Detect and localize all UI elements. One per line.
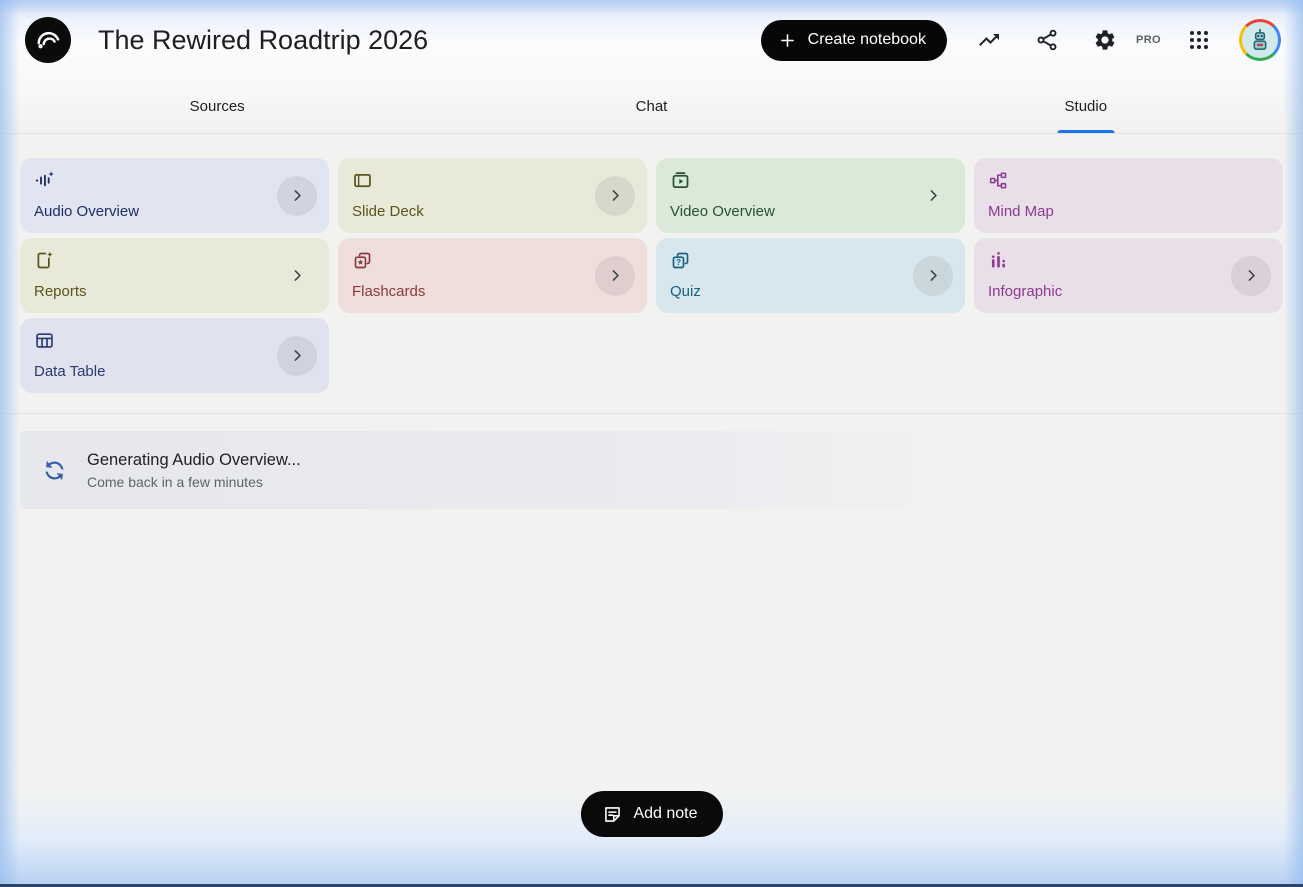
open-flashcards-button[interactable] bbox=[595, 255, 635, 296]
tab-sources[interactable]: Sources bbox=[189, 98, 245, 115]
tab-studio[interactable]: Studio bbox=[869, 80, 1303, 133]
app-header: The Rewired Roadtrip 2026 Create noteboo… bbox=[0, 0, 1303, 80]
studio-card-label: Data Table bbox=[34, 363, 106, 380]
chevron-right-icon bbox=[930, 270, 937, 281]
add-note-label: Add note bbox=[633, 805, 698, 822]
plus-icon bbox=[780, 33, 794, 47]
studio-card-mind-map[interactable]: Mind Map bbox=[974, 158, 1283, 233]
studio-card-label: Audio Overview bbox=[34, 203, 140, 220]
tab-chat[interactable]: Chat bbox=[635, 98, 668, 115]
chevron-right-icon bbox=[294, 270, 301, 281]
share-icon bbox=[1037, 29, 1057, 51]
slide-frame-icon bbox=[352, 170, 373, 191]
analytics-button[interactable] bbox=[967, 18, 1011, 62]
chevron-right-icon bbox=[1248, 270, 1255, 281]
active-tab-underline bbox=[1057, 130, 1115, 133]
studio-card-slide-deck[interactable]: Slide Deck bbox=[338, 158, 647, 233]
report-sparkle-icon bbox=[34, 250, 55, 271]
apps-grid-button[interactable] bbox=[1177, 18, 1221, 62]
mind-map-icon bbox=[988, 170, 1009, 191]
studio-card-label: Quiz bbox=[670, 283, 701, 300]
robot-avatar-image bbox=[1242, 22, 1278, 58]
apps-grid-icon bbox=[1190, 31, 1208, 49]
studio-card-label: Reports bbox=[34, 283, 87, 300]
chevron-right-icon bbox=[612, 270, 619, 281]
studio-card-audio-overview[interactable]: Audio Overview bbox=[20, 158, 329, 233]
open-slide-deck-button[interactable] bbox=[595, 175, 635, 216]
add-note-button[interactable]: Add note bbox=[580, 791, 723, 837]
notebook-title[interactable]: The Rewired Roadtrip 2026 bbox=[98, 24, 429, 55]
pro-badge: PRO bbox=[1135, 34, 1161, 46]
open-quiz-button[interactable] bbox=[913, 255, 953, 296]
account-avatar[interactable] bbox=[1239, 19, 1281, 61]
quiz-cards-icon: ? bbox=[670, 250, 691, 271]
chevron-right-icon bbox=[930, 190, 937, 201]
studio-card-video-overview[interactable]: Video Overview bbox=[656, 158, 965, 233]
create-notebook-button[interactable]: Create notebook bbox=[760, 19, 947, 61]
generating-subtitle: Come back in a few minutes bbox=[87, 473, 263, 490]
svg-text:?: ? bbox=[676, 257, 681, 267]
sync-icon bbox=[41, 457, 68, 484]
studio-card-label: Video Overview bbox=[670, 203, 775, 220]
chevron-right-icon bbox=[612, 190, 619, 201]
create-notebook-label: Create notebook bbox=[807, 31, 926, 48]
studio-card-flashcards[interactable]: Flashcards bbox=[338, 238, 647, 313]
studio-card-quiz[interactable]: ? Quiz bbox=[656, 238, 965, 313]
flashcards-star-icon bbox=[352, 250, 373, 271]
infographic-bars-icon bbox=[988, 250, 1009, 271]
studio-card-label: Flashcards bbox=[352, 283, 426, 300]
audio-waveform-sparkle-icon bbox=[34, 170, 55, 191]
open-reports-button[interactable] bbox=[277, 256, 317, 296]
note-icon bbox=[604, 806, 620, 822]
section-divider bbox=[0, 413, 1303, 414]
settings-button[interactable] bbox=[1083, 18, 1127, 62]
notebooklm-logo[interactable] bbox=[25, 17, 71, 63]
generating-status-text: Generating Audio Overview... Come back i… bbox=[87, 451, 301, 490]
header-actions: Create notebook PRO bbox=[760, 18, 1281, 62]
open-audio-overview-button[interactable] bbox=[277, 175, 317, 216]
studio-card-label: Infographic bbox=[988, 283, 1063, 300]
studio-card-label: Mind Map bbox=[988, 203, 1054, 220]
studio-panel: Audio Overview Slide Deck bbox=[0, 135, 1303, 887]
chevron-right-icon bbox=[294, 350, 301, 361]
studio-cards-grid: Audio Overview Slide Deck bbox=[20, 158, 1283, 393]
studio-card-reports[interactable]: Reports bbox=[20, 238, 329, 313]
generating-status-banner: Generating Audio Overview... Come back i… bbox=[20, 431, 1025, 509]
data-table-icon bbox=[34, 330, 55, 351]
generating-title: Generating Audio Overview... bbox=[87, 450, 301, 469]
tab-bar: Sources Chat Studio bbox=[0, 80, 1303, 134]
share-button[interactable] bbox=[1025, 18, 1069, 62]
open-video-overview-button[interactable] bbox=[913, 176, 953, 216]
studio-card-label: Slide Deck bbox=[352, 203, 424, 220]
chevron-right-icon bbox=[294, 190, 301, 201]
open-data-table-button[interactable] bbox=[277, 335, 317, 376]
video-player-icon bbox=[670, 170, 691, 191]
trending-up-icon bbox=[978, 34, 999, 46]
studio-card-infographic[interactable]: Infographic bbox=[974, 238, 1283, 313]
open-infographic-button[interactable] bbox=[1231, 255, 1271, 296]
settings-gear-icon bbox=[1095, 30, 1115, 50]
studio-card-data-table[interactable]: Data Table bbox=[20, 318, 329, 393]
